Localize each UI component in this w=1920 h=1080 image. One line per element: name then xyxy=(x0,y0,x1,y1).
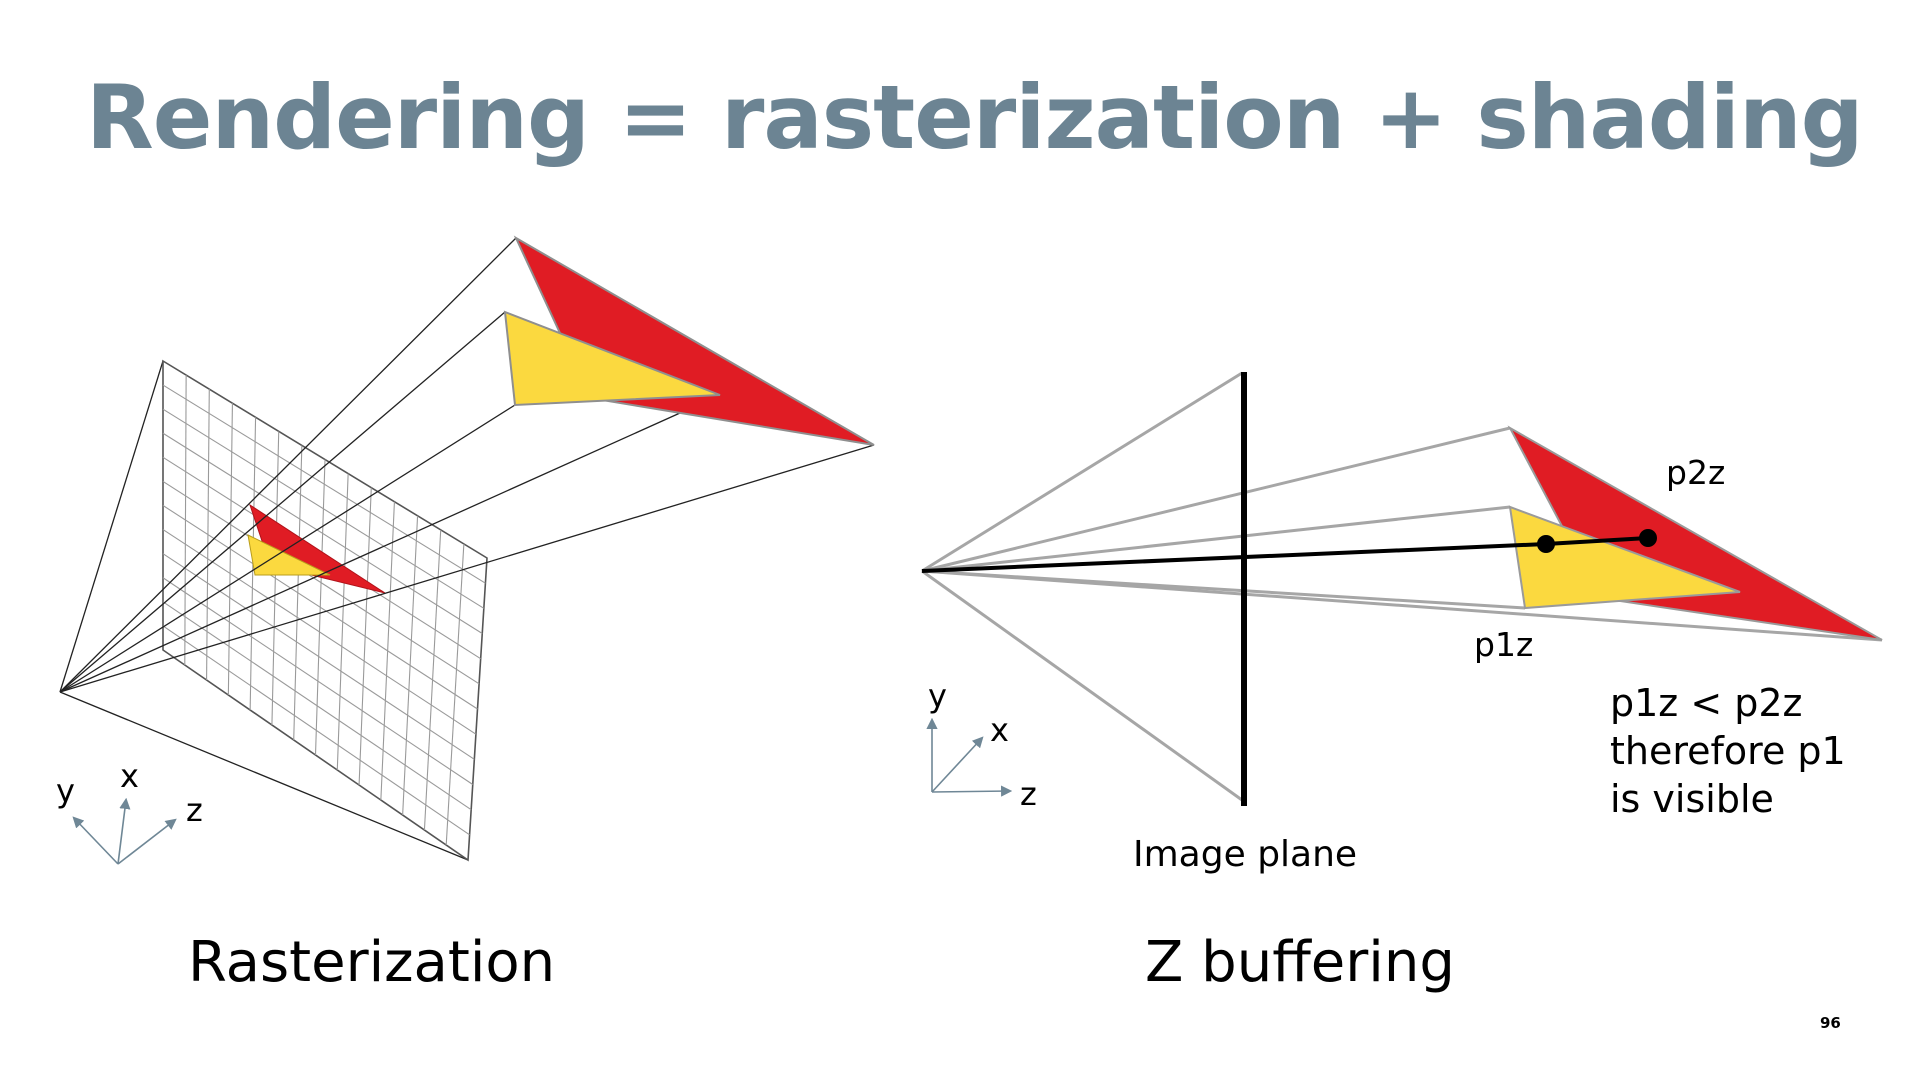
x-axis-arrow xyxy=(117,797,131,865)
grid-row-line xyxy=(162,625,470,836)
projected-red-triangle xyxy=(249,503,386,594)
grid-row-line xyxy=(162,480,480,685)
zbuffer-rays xyxy=(921,426,1883,642)
y-axis-arrow xyxy=(72,816,119,865)
explanation-line-1: p1z < p2z xyxy=(1610,681,1803,725)
zb-z-axis-arrow xyxy=(931,785,1013,797)
rasterization-diagram: y x z xyxy=(56,235,875,865)
page-number: 96 xyxy=(1820,1014,1841,1032)
projection-rays xyxy=(59,237,875,693)
grid-row-line xyxy=(162,505,478,710)
grid-row-line xyxy=(162,601,472,811)
grid-row-line xyxy=(162,384,486,584)
view-ray xyxy=(921,542,1547,573)
projected-yellow-triangle xyxy=(247,534,331,576)
zbuffer-frustum xyxy=(921,371,1243,802)
grid-row-line xyxy=(162,408,485,609)
grid-row-line xyxy=(162,577,474,785)
image-plane-grid xyxy=(162,359,488,862)
explanation-line-3: is visible xyxy=(1610,777,1774,821)
image-plane-label: Image plane xyxy=(1133,834,1357,875)
zbuffer-axis-x-label: x xyxy=(990,711,1009,749)
rasterization-axis-z-label: z xyxy=(186,791,203,829)
explanation-line-2: therefore p1 xyxy=(1610,729,1846,773)
p1-point xyxy=(1537,535,1555,553)
slide-title: Rendering = rasterization + shading xyxy=(86,66,1864,169)
zbuffer-diagram: p2z p1z Image plane p1z < p2z therefore … xyxy=(921,371,1883,875)
rasterization-axes xyxy=(72,797,177,865)
grid-row-line xyxy=(162,553,475,760)
p2-point xyxy=(1639,529,1657,547)
visibility-explanation: p1z < p2z therefore p1 is visible xyxy=(1610,681,1858,821)
grid-row-line xyxy=(162,432,483,634)
yellow-triangle-3d xyxy=(503,310,721,407)
rasterization-caption: Rasterization xyxy=(188,930,556,995)
yellow-triangle xyxy=(1508,505,1741,610)
depth-connector xyxy=(1545,536,1649,546)
zbuffer-axis-z-label: z xyxy=(1020,775,1037,813)
zb-x-axis-arrow xyxy=(931,736,984,793)
z-axis-arrow xyxy=(117,818,177,865)
rasterization-axis-y-label: y xyxy=(56,772,75,810)
rasterization-axis-x-label: x xyxy=(120,757,139,795)
zbuffer-axis-y-label: y xyxy=(928,677,947,715)
zbuffer-axes xyxy=(926,717,1013,797)
p2z-label: p2z xyxy=(1666,453,1725,492)
p1z-label: p1z xyxy=(1474,625,1533,664)
grid-row-line xyxy=(162,529,477,735)
view-frustum xyxy=(59,360,469,861)
zbuffer-caption: Z buffering xyxy=(1145,930,1455,995)
